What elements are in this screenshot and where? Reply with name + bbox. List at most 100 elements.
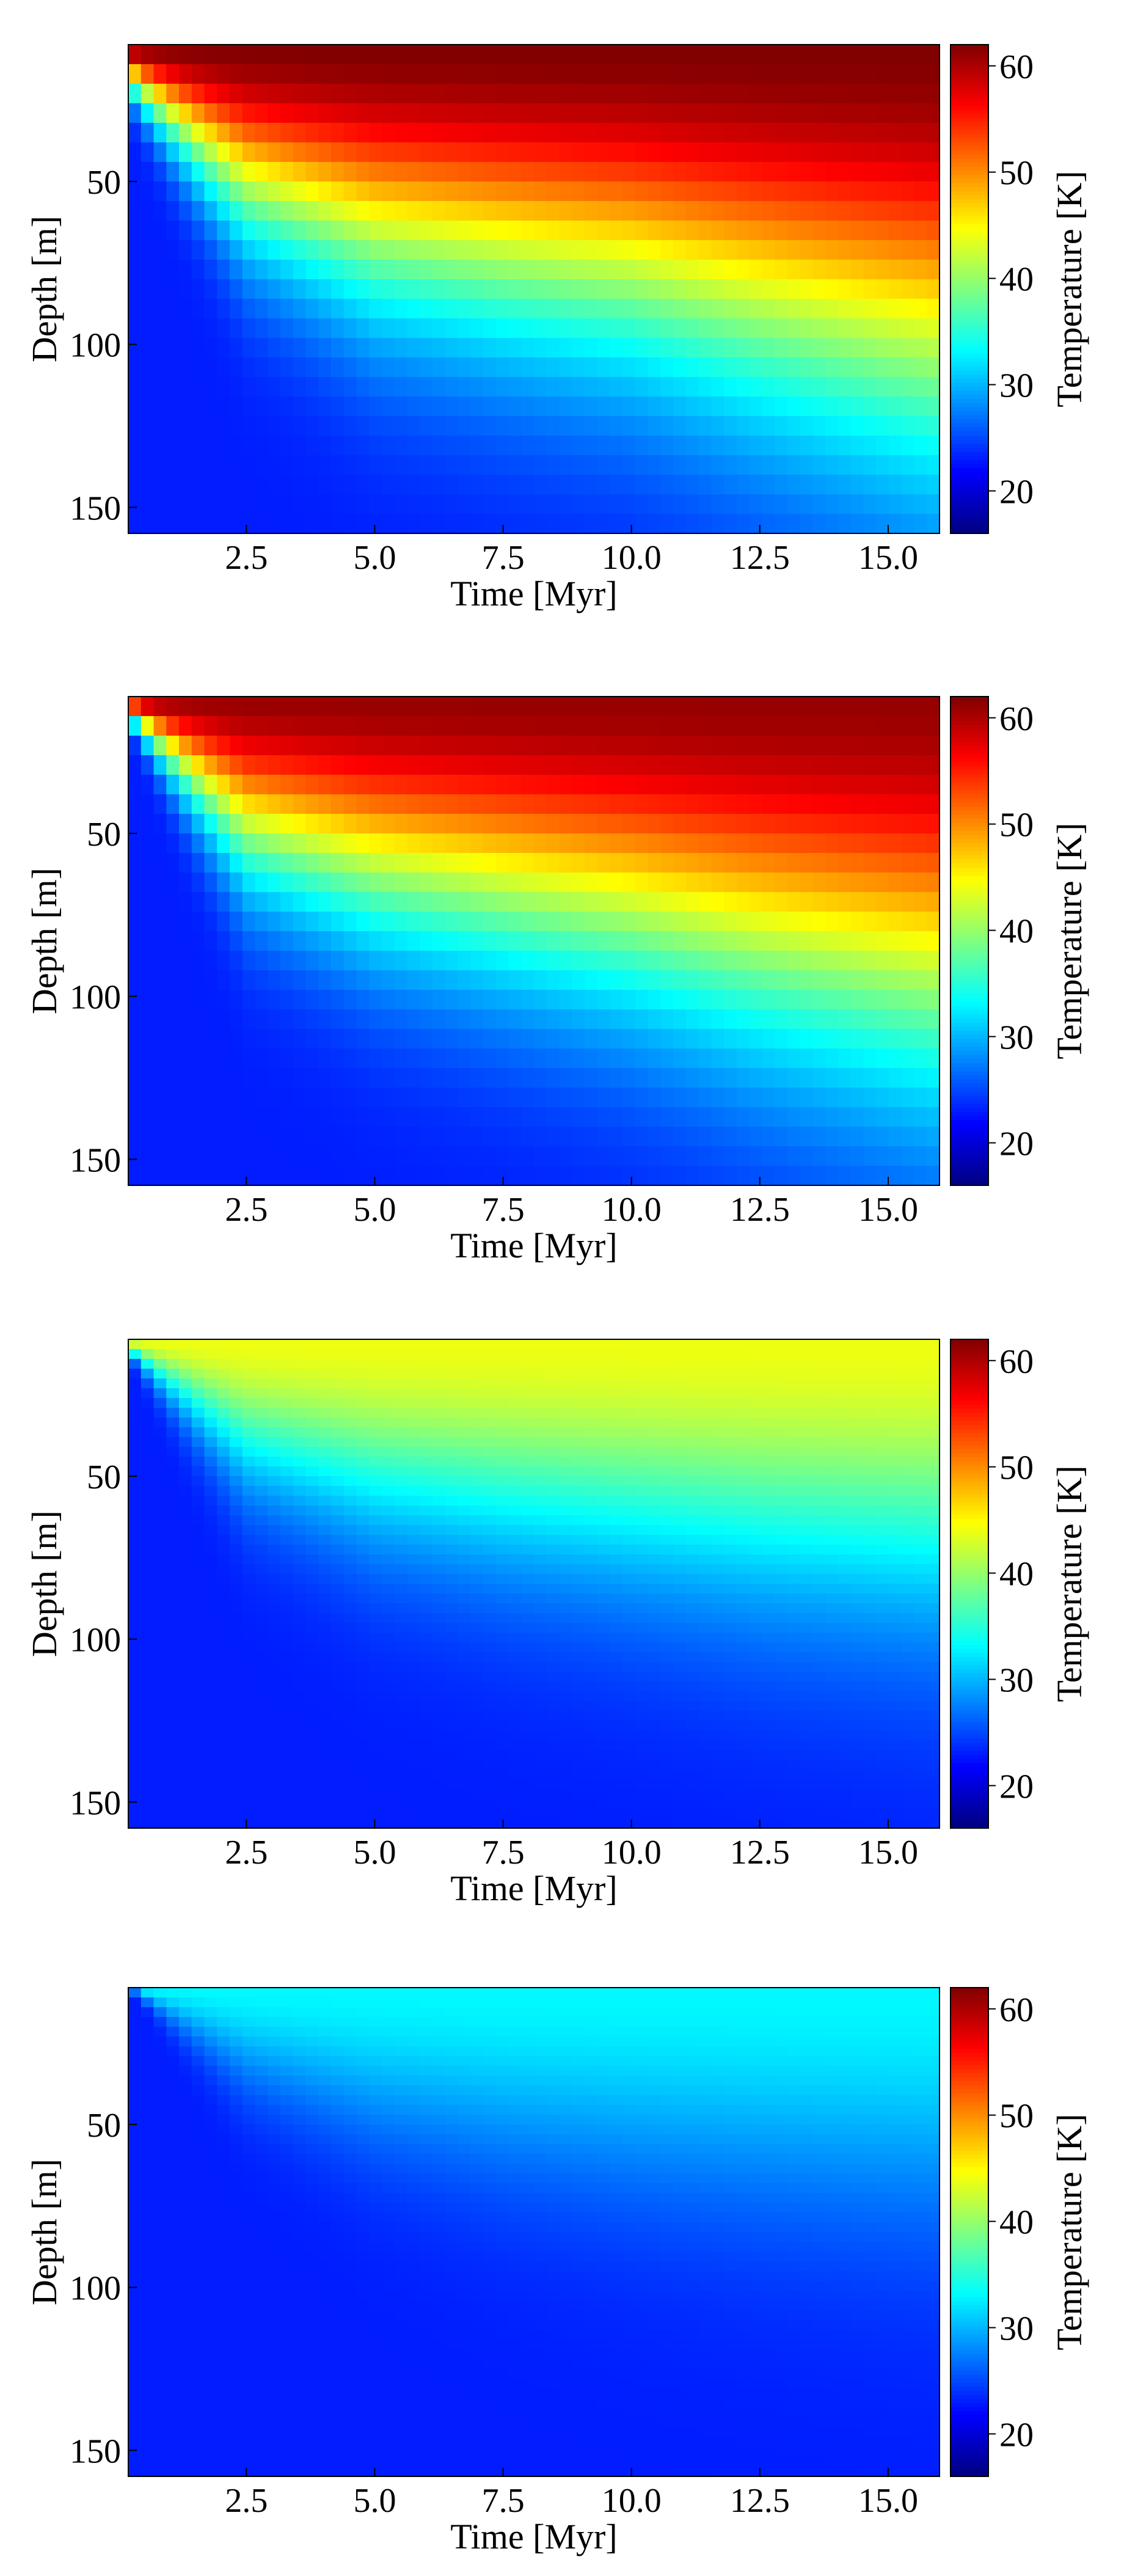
heatmap-cell <box>394 1048 408 1059</box>
heatmap-cell <box>927 524 940 534</box>
colorbar-segment <box>951 118 988 123</box>
heatmap-cell <box>458 745 472 756</box>
heatmap-cell <box>597 84 611 94</box>
heatmap-cell <box>140 1058 155 1069</box>
heatmap-cell <box>546 103 560 114</box>
heatmap-cell <box>140 289 155 299</box>
heatmap-cell <box>242 485 256 495</box>
heatmap-cell <box>280 387 294 397</box>
heatmap-cell <box>889 406 902 417</box>
heatmap-cell <box>204 406 218 417</box>
heatmap-cell <box>204 921 218 932</box>
heatmap-cell <box>546 357 560 368</box>
heatmap-cell <box>280 785 294 795</box>
heatmap-cell <box>356 1048 370 1059</box>
colorbar-segment <box>951 114 988 119</box>
heatmap-cell <box>140 436 155 446</box>
heatmap-cell <box>191 912 205 922</box>
heatmap-cell <box>242 211 256 221</box>
heatmap-cell <box>889 250 902 260</box>
heatmap-cell <box>382 1097 395 1108</box>
heatmap-cell <box>356 387 370 397</box>
heatmap-cell <box>343 775 357 785</box>
heatmap-cell <box>585 74 598 84</box>
colorbar-segment <box>951 142 988 147</box>
heatmap-cell <box>800 133 814 143</box>
heatmap-cell <box>230 961 243 971</box>
heatmap-cell <box>737 181 750 192</box>
heatmap-cell <box>762 133 776 143</box>
heatmap-cell <box>762 338 776 348</box>
heatmap-cell <box>534 387 547 397</box>
colorbar-segment <box>951 382 988 387</box>
heatmap-cell <box>876 133 889 143</box>
heatmap-cell <box>331 240 345 251</box>
heatmap-cell <box>280 961 294 971</box>
heatmap-cell <box>470 1039 484 1049</box>
heatmap-cell <box>204 328 218 338</box>
colorbar-tick-label: 30 <box>999 367 1034 405</box>
heatmap-cell <box>724 504 737 514</box>
heatmap-cell <box>445 1127 459 1137</box>
heatmap-cell <box>762 357 776 368</box>
heatmap-cell <box>369 814 382 824</box>
heatmap-cell <box>572 514 585 524</box>
heatmap-cell <box>293 445 307 456</box>
heatmap-cell <box>217 299 230 309</box>
heatmap-cell <box>369 745 382 756</box>
heatmap-cell <box>128 961 142 971</box>
heatmap-cell <box>660 455 674 466</box>
heatmap-cell <box>204 299 218 309</box>
heatmap-cell <box>255 93 269 104</box>
heatmap-cell <box>217 853 230 863</box>
heatmap-cell <box>140 902 155 912</box>
heatmap-cell <box>585 181 598 192</box>
heatmap-cell <box>508 338 522 348</box>
heatmap-cell <box>179 902 192 912</box>
heatmap-cell <box>255 357 269 368</box>
heatmap-cell <box>343 1048 357 1059</box>
heatmap-cell <box>458 882 472 893</box>
heatmap-cell <box>825 357 839 368</box>
heatmap-cell <box>812 260 827 270</box>
heatmap-cell <box>546 211 560 221</box>
heatmap-cell <box>711 387 725 397</box>
heatmap-cell <box>191 824 205 834</box>
colorbar-segment <box>951 423 988 428</box>
heatmap-cell <box>495 142 509 153</box>
heatmap-cell <box>458 1088 472 1098</box>
heatmap-cell <box>521 113 535 123</box>
heatmap-cell <box>268 1146 281 1157</box>
heatmap-cell <box>242 221 256 231</box>
heatmap-cell <box>179 970 192 981</box>
colorbar-segment <box>951 45 988 49</box>
heatmap-cell <box>166 1058 180 1069</box>
heatmap-cell <box>255 172 269 182</box>
heatmap-cell <box>775 123 788 133</box>
heatmap-cell <box>394 299 408 309</box>
heatmap-cell <box>838 309 852 319</box>
heatmap-cell <box>140 833 155 844</box>
heatmap-cell <box>217 1000 230 1010</box>
heatmap-cell <box>166 863 180 873</box>
heatmap-cell <box>534 318 547 329</box>
heatmap-cell <box>318 1029 332 1039</box>
heatmap-cell <box>850 494 864 505</box>
heatmap-cell <box>204 1166 218 1176</box>
heatmap-cell <box>217 338 230 348</box>
heatmap-cell <box>128 941 142 951</box>
heatmap-cell <box>140 892 155 902</box>
heatmap-cell <box>458 951 472 961</box>
heatmap-cell <box>572 377 585 387</box>
heatmap-cell <box>508 755 522 766</box>
heatmap-cell <box>280 162 294 172</box>
heatmap-cell <box>140 951 155 961</box>
heatmap-cell <box>343 357 357 368</box>
heatmap-cell <box>483 436 497 446</box>
heatmap-cell <box>255 191 269 202</box>
heatmap-cell <box>318 1078 332 1088</box>
heatmap-cell <box>559 514 573 524</box>
heatmap-cell <box>622 133 636 143</box>
heatmap-cell <box>445 103 459 114</box>
heatmap-cell <box>242 191 256 202</box>
